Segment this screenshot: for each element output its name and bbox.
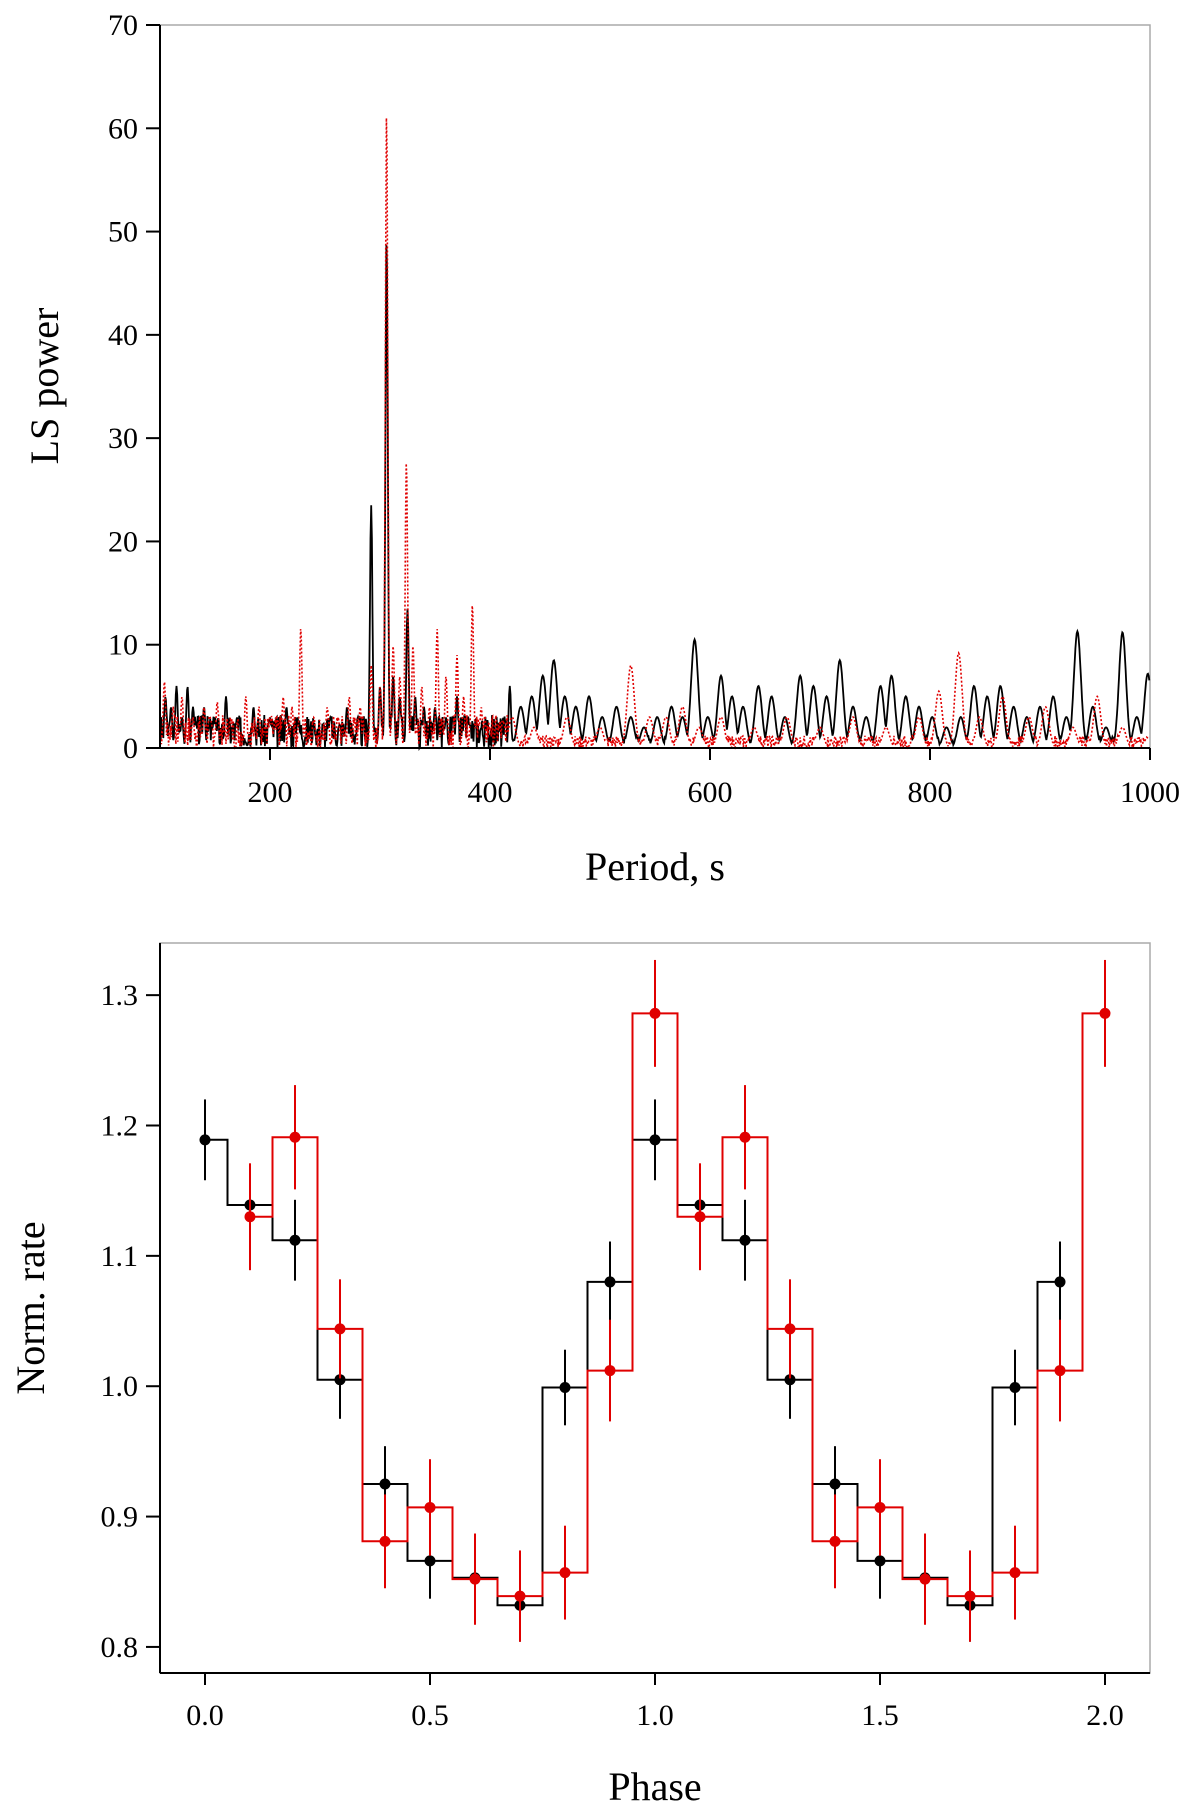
data-point: [649, 1134, 661, 1146]
data-point: [469, 1573, 481, 1585]
y-tick-label-20: 20: [108, 525, 138, 558]
x-tick-label-200: 200: [248, 776, 293, 809]
data-point: [1054, 1276, 1066, 1288]
y-tick-label-10: 10: [108, 629, 138, 662]
x-tick-label-0.0: 0.0: [186, 1699, 224, 1732]
y-tick-label-1.1: 1.1: [101, 1240, 139, 1273]
y-tick-label-0.8: 0.8: [101, 1631, 139, 1664]
data-point: [649, 1007, 661, 1019]
data-point: [694, 1211, 706, 1223]
periodogram-frame: [159, 24, 1151, 749]
data-point: [289, 1234, 301, 1246]
series-line-black-solid: [159, 245, 1151, 752]
data-point: [379, 1535, 391, 1547]
data-point: [829, 1535, 841, 1547]
data-point: [514, 1590, 526, 1602]
y-tick-label-0: 0: [123, 732, 138, 765]
pulse-profile-y-label: Norm. rate: [8, 1221, 53, 1394]
pulse-profile-series: [199, 959, 1111, 1642]
x-tick-label-1.0: 1.0: [636, 1699, 674, 1732]
periodogram-y-label: LS power: [22, 308, 67, 465]
y-tick-label-1.0: 1.0: [101, 1370, 139, 1403]
y-tick-label-0.9: 0.9: [101, 1501, 139, 1534]
data-point: [1054, 1365, 1066, 1377]
x-tick-label-400: 400: [468, 776, 513, 809]
data-point: [604, 1365, 616, 1377]
x-tick-label-0.5: 0.5: [411, 1699, 449, 1732]
data-point: [874, 1501, 886, 1513]
y-tick-label-40: 40: [108, 319, 138, 352]
data-point: [1009, 1382, 1021, 1394]
x-tick-label-1.5: 1.5: [861, 1699, 899, 1732]
x-tick-label-800: 800: [908, 776, 953, 809]
y-tick-label-1.2: 1.2: [101, 1110, 139, 1143]
y-tick-label-60: 60: [108, 112, 138, 145]
data-point: [964, 1590, 976, 1602]
data-point: [289, 1131, 301, 1143]
periodogram-lines: [159, 118, 1151, 752]
data-point: [739, 1234, 751, 1246]
data-point: [739, 1131, 751, 1143]
y-tick-label-30: 30: [108, 422, 138, 455]
x-tick-label-600: 600: [688, 776, 733, 809]
data-point: [334, 1323, 346, 1335]
periodogram-x-label: Period, s: [585, 844, 725, 889]
periodogram-y-ticks: 0 10 20 30 40 50 60 70: [108, 9, 160, 765]
data-point: [784, 1374, 796, 1386]
data-point: [604, 1276, 616, 1288]
data-point: [919, 1573, 931, 1585]
data-point: [334, 1374, 346, 1386]
pulse-profile-x-ticks: 0.0 0.5 1.0 1.5 2.0: [186, 1673, 1124, 1732]
data-point: [379, 1478, 391, 1490]
pulse-profile-y-ticks: 0.8 0.9 1.0 1.1 1.2 1.3: [101, 979, 160, 1664]
series-red: [244, 959, 1111, 1642]
periodogram-x-ticks: 200 400 600 800 1000: [248, 748, 1180, 809]
data-point: [1099, 1007, 1111, 1019]
data-point: [784, 1323, 796, 1335]
data-point: [559, 1567, 571, 1579]
data-point: [1009, 1567, 1021, 1579]
pulse-profile-panel: 0.8 0.9 1.0 1.1 1.2 1.3 0.0 0.5 1.0 1.5 2.0 Phase…: [8, 942, 1151, 1804]
y-tick-label-70: 70: [108, 9, 138, 42]
data-point: [244, 1211, 256, 1223]
y-tick-label-50: 50: [108, 216, 138, 249]
x-tick-label-2.0: 2.0: [1086, 1699, 1124, 1732]
data-point: [559, 1382, 571, 1394]
data-point: [424, 1555, 436, 1567]
data-point: [874, 1555, 886, 1567]
step-line-red: [250, 1012, 1105, 1598]
data-point: [424, 1501, 436, 1513]
y-tick-label-1.3: 1.3: [101, 979, 139, 1012]
periodogram-panel: 0 10 20 30 40 50 60 70 200 400 600 800 1000 Period,…: [22, 9, 1180, 889]
data-point: [199, 1134, 211, 1146]
series-line-red-dotted: [159, 118, 1150, 751]
pulse-profile-x-label: Phase: [608, 1764, 701, 1804]
x-tick-label-1000: 1000: [1120, 776, 1180, 809]
data-point: [829, 1478, 841, 1490]
